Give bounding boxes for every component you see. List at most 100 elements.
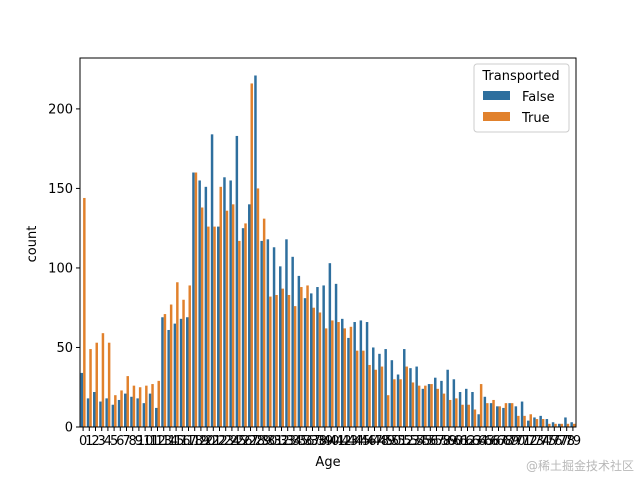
bar-age-59-false	[446, 369, 449, 427]
bar-age-74-true	[541, 419, 545, 427]
x-tick-label: 76	[546, 434, 563, 449]
bar-age-46-false	[365, 322, 369, 427]
bar-age-1-false	[86, 398, 90, 427]
x-tick-label: 1	[85, 434, 93, 449]
bar-age-74-false	[539, 415, 542, 427]
x-tick-label: 73	[527, 434, 544, 449]
x-tick-label: 22	[211, 434, 228, 449]
bar-age-33-false	[285, 239, 288, 427]
bar-age-31-true	[275, 294, 278, 427]
bar-age-46-true	[368, 364, 371, 427]
x-tick-label: 5	[110, 434, 118, 449]
bar-age-63-false	[471, 392, 474, 427]
bar-age-6-false	[117, 399, 121, 427]
y-tick-label: 50	[56, 341, 73, 356]
x-tick-label: 21	[205, 434, 222, 449]
bar-age-10-false	[142, 403, 146, 427]
x-tick-label: 24	[224, 434, 241, 449]
bar-age-28-false	[254, 75, 257, 427]
bar-age-65-true	[486, 403, 489, 427]
bar-age-42-true	[343, 328, 346, 427]
bar-age-7-false	[124, 393, 127, 427]
bar-age-72-false	[527, 420, 530, 427]
bar-age-25-false	[235, 135, 239, 427]
bar-age-68-true	[504, 403, 508, 427]
x-tick-label: 64	[472, 434, 489, 449]
bar-age-37-false	[310, 293, 313, 427]
legend: Transported False True	[473, 63, 570, 133]
bar-age-47-true	[374, 369, 377, 427]
bar-age-52-true	[405, 366, 408, 427]
bar-age-21-true	[213, 226, 216, 427]
bar-age-14-false	[167, 329, 170, 427]
bar-age-75-true	[548, 423, 551, 427]
x-tick-label: 61	[453, 434, 470, 449]
bar-age-3-false	[99, 401, 102, 427]
bar-age-64-true	[479, 384, 483, 427]
x-tick-label: 60	[447, 434, 464, 449]
x-tick-label: 0	[79, 434, 87, 449]
y-tick-label: 0	[65, 421, 73, 436]
x-tick-label: 42	[335, 434, 352, 449]
x-tick-label: 70	[509, 434, 526, 449]
bar-age-71-true	[523, 415, 526, 427]
x-tick-label: 18	[186, 434, 203, 449]
bar-age-24-false	[229, 180, 232, 427]
bar-age-41-false	[334, 283, 338, 427]
x-tick-label: 11	[143, 434, 160, 449]
bar-age-50-true	[393, 379, 396, 427]
bar-age-44-true	[355, 350, 359, 427]
bar-age-5-false	[111, 404, 115, 427]
bar-age-32-true	[281, 288, 284, 427]
y-axis-ticks: 0 50 100 150 200	[48, 102, 80, 436]
bar-age-16-true	[182, 299, 185, 427]
x-tick-label: 3	[98, 434, 106, 449]
x-tick-label: 13	[155, 434, 172, 449]
bar-age-78-false	[564, 417, 567, 427]
plot-frame	[79, 57, 577, 428]
bar-age-26-false	[241, 228, 245, 427]
x-tick-label: 35	[292, 434, 309, 449]
x-tick-label: 44	[348, 434, 365, 449]
x-tick-label: 48	[372, 434, 389, 449]
x-tick-label: 46	[360, 434, 377, 449]
bar-age-61-false	[458, 392, 462, 427]
x-tick-label: 40	[323, 434, 340, 449]
x-tick-label: 33	[279, 434, 296, 449]
bar-age-13-false	[161, 317, 164, 427]
x-tick-label: 55	[416, 434, 433, 449]
bar-age-29-false	[260, 240, 263, 427]
bar-age-37-true	[312, 307, 315, 427]
bar-age-25-true	[238, 240, 241, 427]
bar-age-2-false	[93, 392, 96, 427]
bar-series	[80, 75, 576, 427]
x-tick-label: 9	[135, 434, 143, 449]
bar-age-66-false	[489, 403, 493, 427]
bar-age-45-true	[362, 350, 365, 427]
bar-age-63-true	[473, 409, 477, 427]
bar-age-0-true	[83, 197, 86, 427]
x-axis-title: Age	[315, 455, 340, 470]
x-tick-label: 62	[459, 434, 476, 449]
bar-age-16-false	[179, 318, 183, 427]
bar-age-57-false	[434, 377, 437, 427]
bar-age-68-false	[502, 407, 505, 427]
bar-age-51-true	[399, 379, 402, 427]
y-tick-label: 150	[48, 182, 73, 197]
bar-age-9-true	[138, 387, 142, 427]
x-tick-label: 37	[304, 434, 321, 449]
bar-age-31-false	[272, 247, 276, 427]
bar-age-35-true	[300, 287, 303, 427]
x-tick-label: 50	[385, 434, 402, 449]
bar-age-19-true	[200, 207, 204, 427]
bar-age-76-true	[554, 423, 557, 427]
bar-age-64-false	[477, 414, 480, 427]
x-tick-label: 25	[230, 434, 247, 449]
bar-age-7-true	[126, 376, 129, 427]
bar-age-0-false	[80, 372, 84, 427]
bar-age-15-true	[176, 282, 179, 427]
x-tick-label: 49	[379, 434, 396, 449]
bar-age-5-true	[114, 395, 117, 427]
x-tick-label: 7	[122, 434, 130, 449]
bar-age-71-false	[520, 401, 524, 427]
